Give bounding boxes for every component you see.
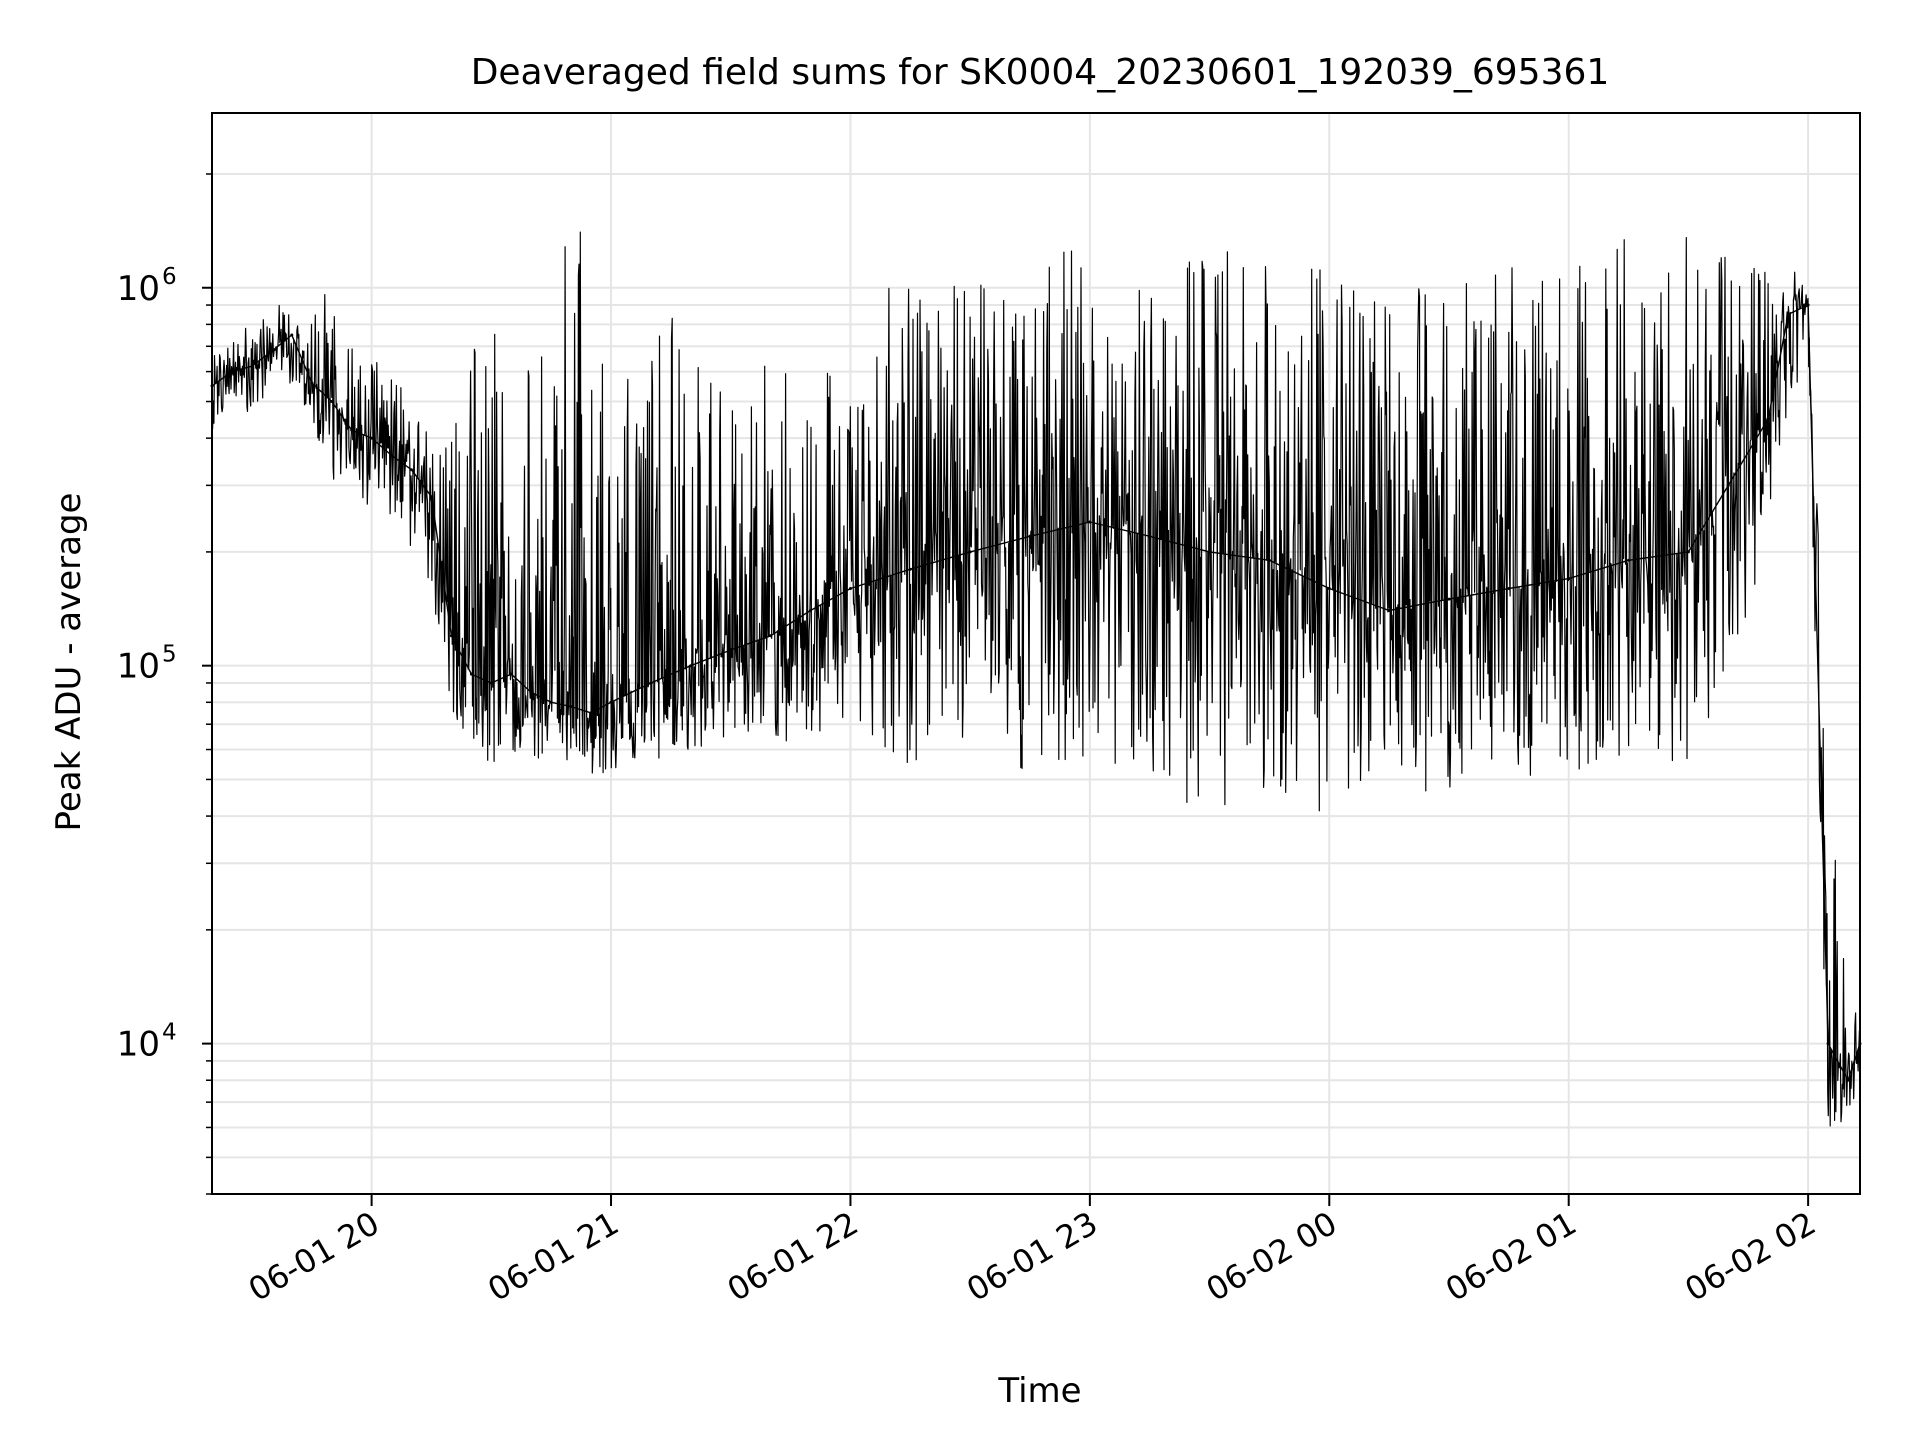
data-point xyxy=(350,428,354,432)
data-point xyxy=(1507,587,1511,590)
data-point xyxy=(250,364,254,368)
y-tick-label-exponent: 6 xyxy=(162,264,177,290)
y-tick-label-exponent: 5 xyxy=(162,642,177,668)
data-series-trace xyxy=(211,231,1861,1127)
data-point xyxy=(1806,303,1810,307)
plot-area xyxy=(211,112,1861,1195)
data-point xyxy=(609,700,613,704)
data-point xyxy=(1766,417,1770,421)
data-point xyxy=(1088,520,1092,524)
data-point xyxy=(1208,550,1212,554)
data-point xyxy=(1447,597,1451,601)
data-point xyxy=(1267,558,1271,562)
data-point xyxy=(549,700,553,704)
y-tick-label-base: 10 xyxy=(117,269,160,309)
y-tick-label-exponent: 4 xyxy=(162,1020,177,1046)
data-point xyxy=(270,349,274,353)
data-point xyxy=(689,664,693,668)
data-point xyxy=(1846,1078,1850,1082)
data-point xyxy=(569,705,573,708)
data-point xyxy=(1567,577,1571,581)
data-point xyxy=(1686,550,1690,554)
data-series xyxy=(211,231,1861,1127)
data-point xyxy=(370,436,374,440)
data-point xyxy=(529,690,533,694)
data-point xyxy=(968,550,972,554)
y-tick-label: 10 xyxy=(117,647,160,687)
data-point xyxy=(449,634,453,638)
data-series-line xyxy=(210,303,1862,1082)
data-point xyxy=(390,453,394,457)
data-point xyxy=(769,634,773,638)
data-point xyxy=(290,333,294,337)
y-tick-label: 10 xyxy=(117,1025,160,1065)
data-point xyxy=(1028,534,1032,538)
y-tick-label-base: 10 xyxy=(117,1025,160,1065)
data-point xyxy=(430,495,433,499)
data-point xyxy=(310,381,314,385)
data-point xyxy=(1826,1042,1830,1046)
data-point xyxy=(230,370,234,374)
data-point xyxy=(1726,483,1730,487)
x-axis-title: Time xyxy=(997,1371,1081,1411)
y-axis-title: Peak ADU - average xyxy=(49,493,89,832)
y-tick-label: 10 xyxy=(117,269,160,309)
data-point xyxy=(489,681,493,685)
data-point xyxy=(849,587,852,590)
data-point xyxy=(469,672,473,676)
data-point xyxy=(1148,534,1152,538)
data-point xyxy=(1327,587,1331,590)
chart-title: Deaveraged field sums for SK0004_2023060… xyxy=(471,52,1610,93)
data-point xyxy=(908,567,912,571)
data-point xyxy=(1627,558,1631,562)
data-point xyxy=(809,609,812,612)
data-point xyxy=(410,468,413,472)
data-point xyxy=(1387,609,1391,612)
data-point xyxy=(1786,312,1790,316)
data-point xyxy=(509,672,513,676)
data-point xyxy=(589,711,593,715)
data-series-center xyxy=(211,304,1861,1081)
data-point xyxy=(330,400,334,403)
y-tick-label-base: 10 xyxy=(117,647,160,687)
data-point xyxy=(729,648,733,652)
data-point xyxy=(649,681,653,685)
